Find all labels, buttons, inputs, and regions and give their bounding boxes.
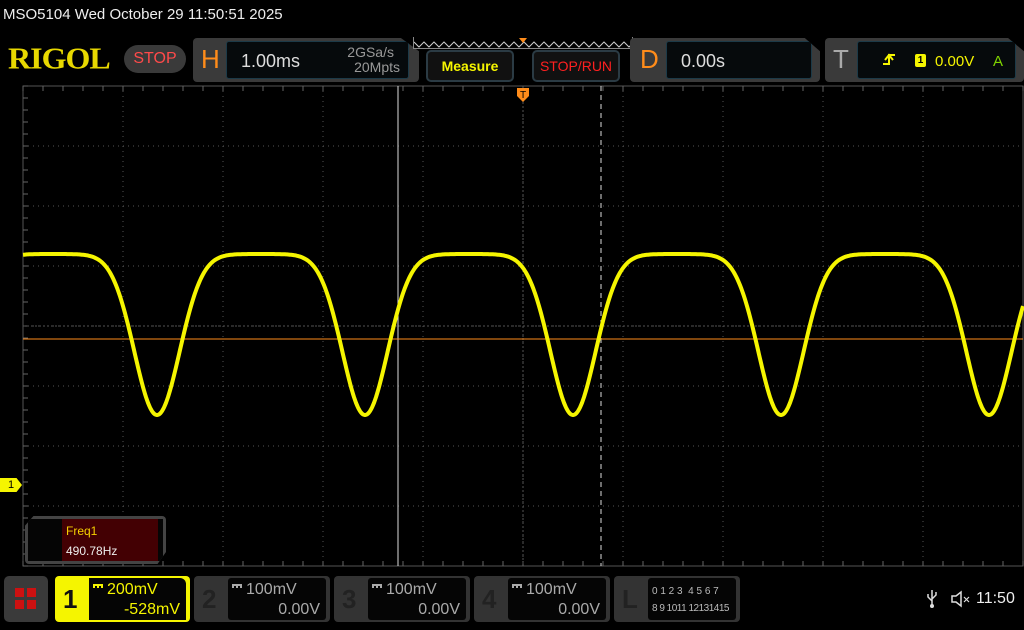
waveform-display[interactable]: T (0, 84, 1024, 574)
channel-1-waveform (22, 252, 1024, 417)
channel-4-scale: 100mV (526, 581, 577, 598)
channel-2-scale: 100mV (246, 581, 297, 598)
trigger-label: T (833, 44, 849, 74)
logic-row-1: 0 1 2 3 4 5 6 7 (652, 586, 719, 597)
delay-label: D (640, 44, 659, 74)
timebase-value: 1.00ms (241, 51, 301, 71)
dc-coupling-icon (512, 584, 522, 588)
measurement-value: 490.78Hz (66, 544, 118, 558)
horizontal-label: H (201, 44, 220, 74)
channel-2-box[interactable]: 2 100mV 0.00V (194, 576, 330, 622)
delay-value: 0.00s (681, 51, 726, 71)
channel-1-offset: -528mV (123, 601, 180, 618)
dc-coupling-icon (93, 584, 103, 588)
channel-3-scale: 100mV (386, 581, 437, 598)
channel-4-number: 4 (482, 584, 497, 614)
channel-2-offset: 0.00V (278, 601, 320, 618)
trigger-source: 1 (915, 54, 926, 67)
horizontal-panel[interactable]: H 1.00ms 2GSa/s 20Mpts (193, 38, 419, 82)
delay-panel[interactable]: D 0.00s (630, 38, 820, 82)
window-title: MSO5104 Wed October 29 11:50:51 2025 (3, 6, 283, 23)
rigol-logo: RIGOL (8, 40, 111, 76)
channel1-offset-marker[interactable]: 1 (0, 478, 22, 492)
measure-button[interactable]: Measure (426, 50, 514, 82)
channel-1-number: 1 (63, 584, 78, 614)
logic-channels-box[interactable]: L 0 1 2 3 4 5 6 7 8 9 1011 12131415 (614, 576, 740, 622)
measurement-box[interactable]: Freq1 490.78Hz (25, 516, 166, 564)
rising-edge-icon (883, 53, 895, 65)
channel-3-number: 3 (342, 584, 357, 614)
trigger-panel[interactable]: T 1 0.00V A (825, 38, 1024, 82)
dc-coupling-icon (232, 584, 242, 588)
clock: 11:50 (976, 590, 1015, 607)
channel-3-box[interactable]: 3 100mV 0.00V (334, 576, 470, 622)
channel-1-scale: 200mV (107, 581, 158, 598)
trigger-position-label: T (520, 90, 526, 101)
stop-run-button[interactable]: STOP/RUN (532, 50, 620, 82)
channel-3-offset: 0.00V (418, 601, 460, 618)
channel-4-offset: 0.00V (558, 601, 600, 618)
channel-2-number: 2 (202, 584, 217, 614)
logic-row-2: 8 9 1011 12131415 (652, 603, 729, 614)
waveform-overview (413, 37, 635, 49)
memory-depth: 20Mpts (354, 59, 400, 75)
run-state-badge: STOP (124, 45, 186, 73)
mute-icon[interactable] (950, 590, 972, 608)
channel-4-box[interactable]: 4 100mV 0.00V (474, 576, 610, 622)
sample-rate: 2GSa/s (347, 44, 394, 60)
menu-button[interactable] (4, 576, 48, 622)
trigger-mode: A (992, 53, 1003, 70)
trigger-position-marker (517, 88, 529, 102)
channel-1-box[interactable]: 1 200mV -528mV (55, 576, 190, 622)
grid-menu-icon (15, 588, 36, 609)
logic-label: L (622, 584, 638, 614)
dc-coupling-icon (372, 584, 382, 588)
measurement-name: Freq1 (66, 524, 98, 538)
usb-icon (927, 590, 937, 608)
trigger-level: 0.00V (935, 53, 975, 70)
